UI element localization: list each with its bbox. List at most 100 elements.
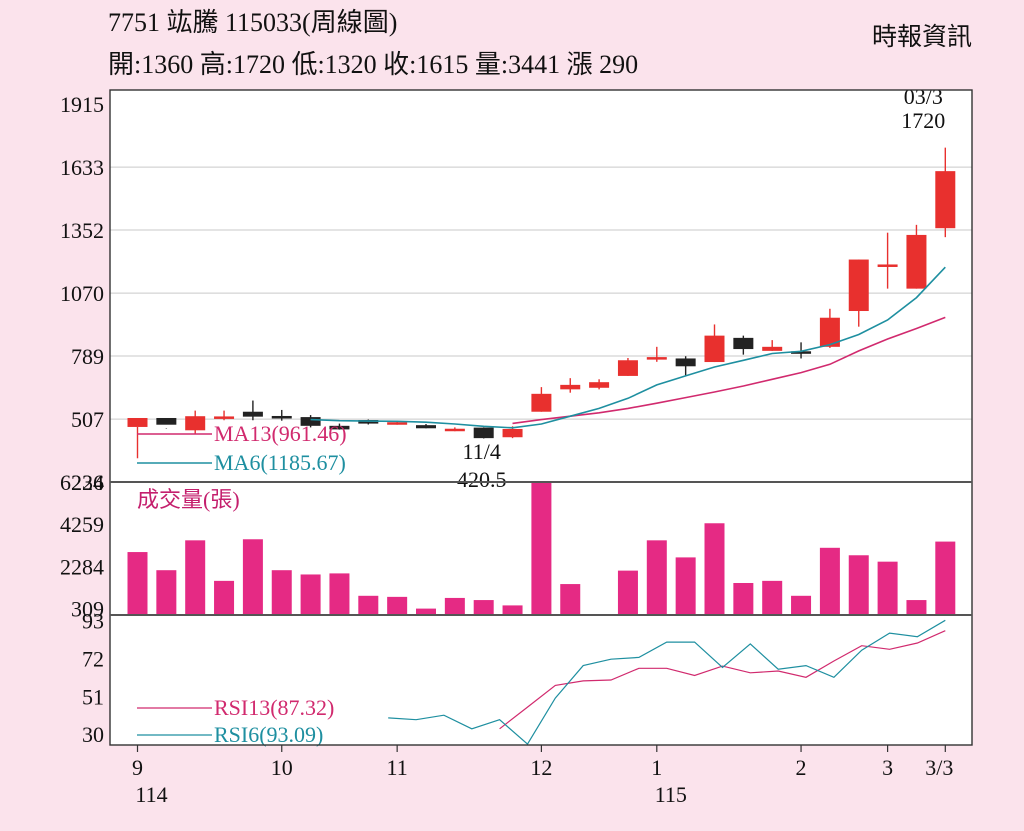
x-tick-label: 1	[651, 755, 662, 780]
ma-legend-label: MA6(1185.67)	[214, 450, 346, 475]
volume-bar	[906, 600, 927, 615]
candle-body	[762, 346, 783, 351]
plot-background	[110, 90, 972, 745]
x-year-label: 115	[655, 782, 687, 807]
candle-body	[819, 317, 840, 347]
candle-body	[502, 428, 523, 438]
x-tick-label: 3/3	[925, 755, 953, 780]
plot-border	[109, 89, 973, 746]
rsi-tick-label: 93	[82, 608, 104, 633]
candle-body	[416, 425, 436, 429]
candle-body	[675, 358, 696, 367]
candle-body	[617, 360, 638, 376]
candle-body	[906, 234, 927, 289]
chart-title: 7751 竑騰 115033(周線圖)	[108, 8, 398, 37]
candle-body	[704, 335, 725, 363]
rsi-legend-label: RSI6(93.09)	[214, 722, 323, 747]
ma-line-ma13	[512, 316, 946, 425]
volume-bar	[387, 596, 408, 615]
volume-bar	[444, 597, 465, 615]
volume-bar	[877, 561, 898, 615]
price-tick-label: 507	[71, 407, 104, 432]
volume-tick-label: 6234	[60, 470, 104, 495]
candle-body	[848, 259, 869, 312]
candle-body	[877, 264, 898, 267]
candle-body	[156, 417, 177, 425]
source-label: 時報資訊	[871, 22, 972, 51]
price-tick-label: 226	[71, 470, 104, 495]
volume-bar	[242, 539, 263, 615]
candle-body	[935, 171, 956, 229]
volume-bar	[819, 547, 840, 615]
volume-bar	[762, 580, 783, 615]
volume-tick-label: 4259	[60, 512, 104, 537]
volume-bar	[358, 595, 379, 615]
x-tick-label: 9	[132, 755, 143, 780]
candle-body	[560, 384, 581, 390]
volume-bar	[502, 605, 523, 615]
volume-bar	[646, 540, 667, 615]
x-tick-label: 2	[796, 755, 807, 780]
volume-tick-label: 309	[71, 596, 104, 621]
price-tick-label: 1352	[60, 218, 104, 243]
ma-legend-label: MA13(961.46)	[214, 421, 347, 446]
volume-bar	[473, 600, 494, 615]
candle-body	[444, 428, 465, 432]
candle-body	[387, 422, 408, 425]
volume-bar	[416, 608, 436, 615]
volume-bar	[156, 570, 177, 615]
volume-bar	[300, 574, 321, 615]
price-tick-label: 1633	[60, 155, 104, 180]
volume-bar	[704, 523, 725, 615]
candle-body	[733, 337, 754, 350]
x-tick-label: 12	[530, 755, 552, 780]
rsi-tick-label: 51	[82, 684, 104, 709]
volume-bar	[271, 570, 292, 615]
candle-body	[589, 382, 610, 388]
x-tick-label: 10	[271, 755, 293, 780]
x-tick-label: 3	[882, 755, 893, 780]
volume-bar	[675, 557, 696, 615]
candle-body	[791, 351, 812, 354]
rsi-tick-label: 72	[82, 646, 104, 671]
volume-bar	[127, 552, 148, 615]
volume-bar	[560, 584, 581, 615]
low-date-label: 11/4	[463, 439, 501, 464]
volume-bar	[185, 540, 206, 615]
candle-body	[300, 417, 321, 426]
rsi-tick-label: 30	[82, 722, 104, 747]
candle-body	[185, 416, 206, 431]
candle-body	[214, 416, 235, 419]
price-tick-label: 789	[71, 344, 104, 369]
price-tick-label: 1070	[60, 281, 104, 306]
high-date-label: 03/3	[904, 84, 943, 109]
candle-body	[127, 417, 148, 427]
volume-bar	[848, 555, 869, 615]
volume-bar	[329, 573, 350, 615]
volume-bar	[214, 580, 235, 615]
volume-bar	[531, 482, 552, 615]
ma-line-ma6	[310, 266, 946, 429]
x-tick-label: 11	[387, 755, 408, 780]
price-stats: 開:1360 高:1720 低:1320 收:1615 量:3441 漲 290	[108, 50, 639, 79]
candle-body	[646, 357, 667, 360]
volume-bar	[791, 595, 812, 615]
candle-body	[271, 415, 292, 419]
low-value-label: 420.5	[457, 467, 507, 492]
volume-bar	[935, 541, 956, 615]
candle-body	[473, 427, 494, 439]
rsi-line-rsi6	[388, 619, 946, 746]
volume-bar	[733, 582, 754, 615]
volume-bar	[617, 570, 638, 615]
volume-tick-label: 2284	[60, 554, 104, 579]
high-value-label: 1720	[901, 108, 945, 133]
rsi-line-rsi13	[499, 630, 946, 730]
candle-body	[531, 393, 552, 412]
volume-title: 成交量(張)	[137, 487, 240, 512]
x-year-label: 114	[135, 782, 167, 807]
candle-body	[242, 411, 263, 417]
rsi-legend-label: RSI13(87.32)	[214, 695, 334, 720]
price-tick-label: 1915	[60, 92, 104, 117]
candle-body	[329, 425, 350, 430]
